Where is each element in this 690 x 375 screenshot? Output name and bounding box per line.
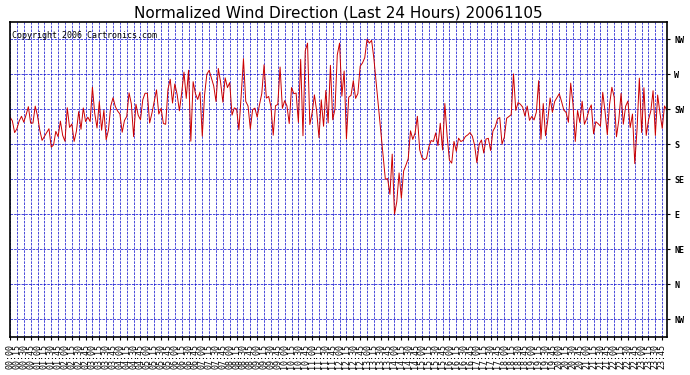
Text: Copyright 2006 Cartronics.com: Copyright 2006 Cartronics.com <box>12 31 157 40</box>
Title: Normalized Wind Direction (Last 24 Hours) 20061105: Normalized Wind Direction (Last 24 Hours… <box>134 6 543 21</box>
